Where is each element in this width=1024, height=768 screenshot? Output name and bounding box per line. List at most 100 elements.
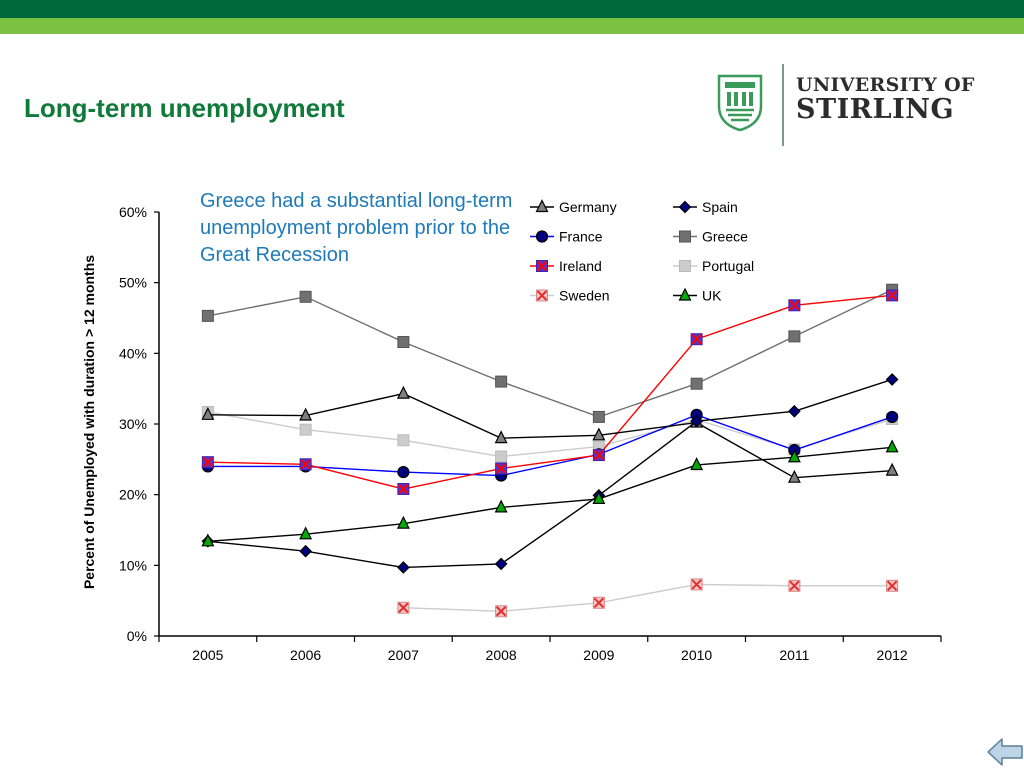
legend-item-greece: Greece (673, 229, 748, 245)
legend-label-sweden: Sweden (559, 288, 610, 304)
legend-label-portugal: Portugal (702, 258, 754, 274)
series-line-greece (207, 289, 893, 418)
x-tick-label: 2012 (877, 647, 908, 663)
legend-label-france: France (559, 229, 603, 245)
data-point-germany (494, 430, 508, 444)
data-point-spain (299, 544, 312, 558)
legend-item-spain: Spain (673, 199, 738, 215)
y-tick-label: 20% (119, 487, 147, 503)
series-line-germany (207, 392, 893, 479)
data-point-portugal (397, 434, 410, 447)
legend-item-germany: Germany (530, 199, 617, 215)
data-point-sweden-cross (495, 606, 507, 617)
university-crest-icon (717, 74, 763, 132)
legend-item-sweden: Sweden (530, 288, 610, 304)
y-tick-label: 0% (127, 628, 147, 644)
legend-marker-france (535, 230, 549, 243)
data-point-ireland-cross (691, 333, 702, 345)
header-band-dark (0, 0, 1024, 18)
data-point-greece (690, 377, 703, 390)
legend-label-ireland: Ireland (559, 258, 602, 274)
data-point-germany (592, 427, 606, 441)
data-point-ireland-cross (300, 459, 311, 470)
data-point-ireland-cross (593, 449, 605, 461)
data-point-germany (299, 407, 313, 421)
data-point-sweden-cross (593, 597, 605, 608)
legend-marker-sweden-cross (536, 290, 548, 301)
y-tick-label: 10% (119, 557, 147, 573)
data-point-spain (494, 557, 508, 571)
data-point-greece (201, 309, 214, 322)
data-point-sweden-cross (691, 579, 702, 590)
data-point-greece (299, 290, 312, 303)
series-line-sweden (403, 583, 893, 612)
x-tick-label: 2006 (290, 647, 321, 663)
y-tick-label: 50% (119, 275, 147, 291)
legend-marker-germany (535, 199, 549, 213)
x-tick-label: 2007 (388, 647, 419, 663)
data-point-greece (397, 336, 410, 349)
x-tick-label: 2008 (486, 647, 517, 663)
legend-item-uk: UK (673, 288, 722, 304)
logo-divider (782, 64, 784, 146)
data-point-uk (299, 526, 313, 540)
data-point-greece (788, 330, 801, 343)
data-point-germany (201, 406, 215, 420)
data-point-sweden-cross (886, 580, 898, 592)
legend-item-portugal: Portugal (673, 258, 754, 274)
x-tick-label: 2010 (681, 647, 712, 663)
x-tick-label: 2011 (779, 647, 809, 663)
data-point-ireland-cross (202, 456, 214, 468)
x-tick-label: 2009 (583, 647, 614, 663)
data-point-portugal (299, 423, 312, 436)
data-point-sweden-cross (789, 580, 800, 592)
data-point-spain (788, 404, 801, 418)
legend-label-greece: Greece (702, 229, 748, 245)
data-point-spain (885, 373, 899, 386)
data-point-spain (690, 414, 703, 428)
legend-marker-portugal (679, 260, 691, 272)
legend-label-germany: Germany (559, 199, 617, 215)
legend-item-france: France (530, 229, 603, 245)
data-point-uk (396, 515, 410, 529)
logo-text-line1: UNIVERSITY OF (796, 74, 975, 96)
data-point-ireland-cross (789, 300, 800, 311)
data-point-ireland-cross (886, 290, 898, 301)
data-point-uk (787, 449, 801, 463)
legend-marker-greece (679, 230, 691, 243)
data-point-portugal (495, 450, 508, 463)
legend-marker-ireland-cross (536, 260, 548, 272)
data-point-ireland-cross (495, 463, 507, 474)
y-tick-label: 60% (119, 204, 147, 220)
chart-annotation: Greece had a substantial long-term unemp… (200, 190, 513, 266)
legend-label-uk: UK (702, 288, 722, 304)
logo-text-line2: STIRLING (796, 94, 955, 125)
data-point-france (397, 465, 410, 479)
data-point-greece (592, 410, 605, 423)
legend-label-spain: Spain (702, 199, 738, 215)
data-point-uk (201, 533, 215, 547)
data-point-uk (690, 457, 704, 471)
series-ireland (201, 289, 899, 496)
data-point-germany (885, 462, 899, 476)
data-point-france (886, 410, 899, 424)
data-point-sweden-cross (398, 602, 409, 613)
data-point-spain (397, 561, 410, 574)
back-arrow-icon[interactable] (986, 736, 1024, 768)
x-tick-label: 2005 (192, 647, 223, 663)
series-line-uk (207, 446, 893, 543)
data-point-greece (495, 375, 508, 388)
slide-title: Long-term unemployment (24, 93, 345, 123)
data-point-germany (396, 385, 410, 399)
y-axis-label: Percent of Unemployed with duration > 12… (81, 255, 97, 589)
data-point-germany (787, 469, 801, 483)
series-uk (201, 439, 899, 547)
data-point-ireland-cross (398, 483, 409, 495)
university-logo: UNIVERSITY OF STIRLING (716, 64, 974, 148)
series-sweden (397, 578, 899, 618)
series-line-spain (207, 378, 893, 569)
y-tick-label: 30% (119, 416, 147, 432)
data-point-uk (494, 499, 508, 513)
series-line-france (207, 414, 893, 477)
header-band-light (0, 18, 1024, 34)
